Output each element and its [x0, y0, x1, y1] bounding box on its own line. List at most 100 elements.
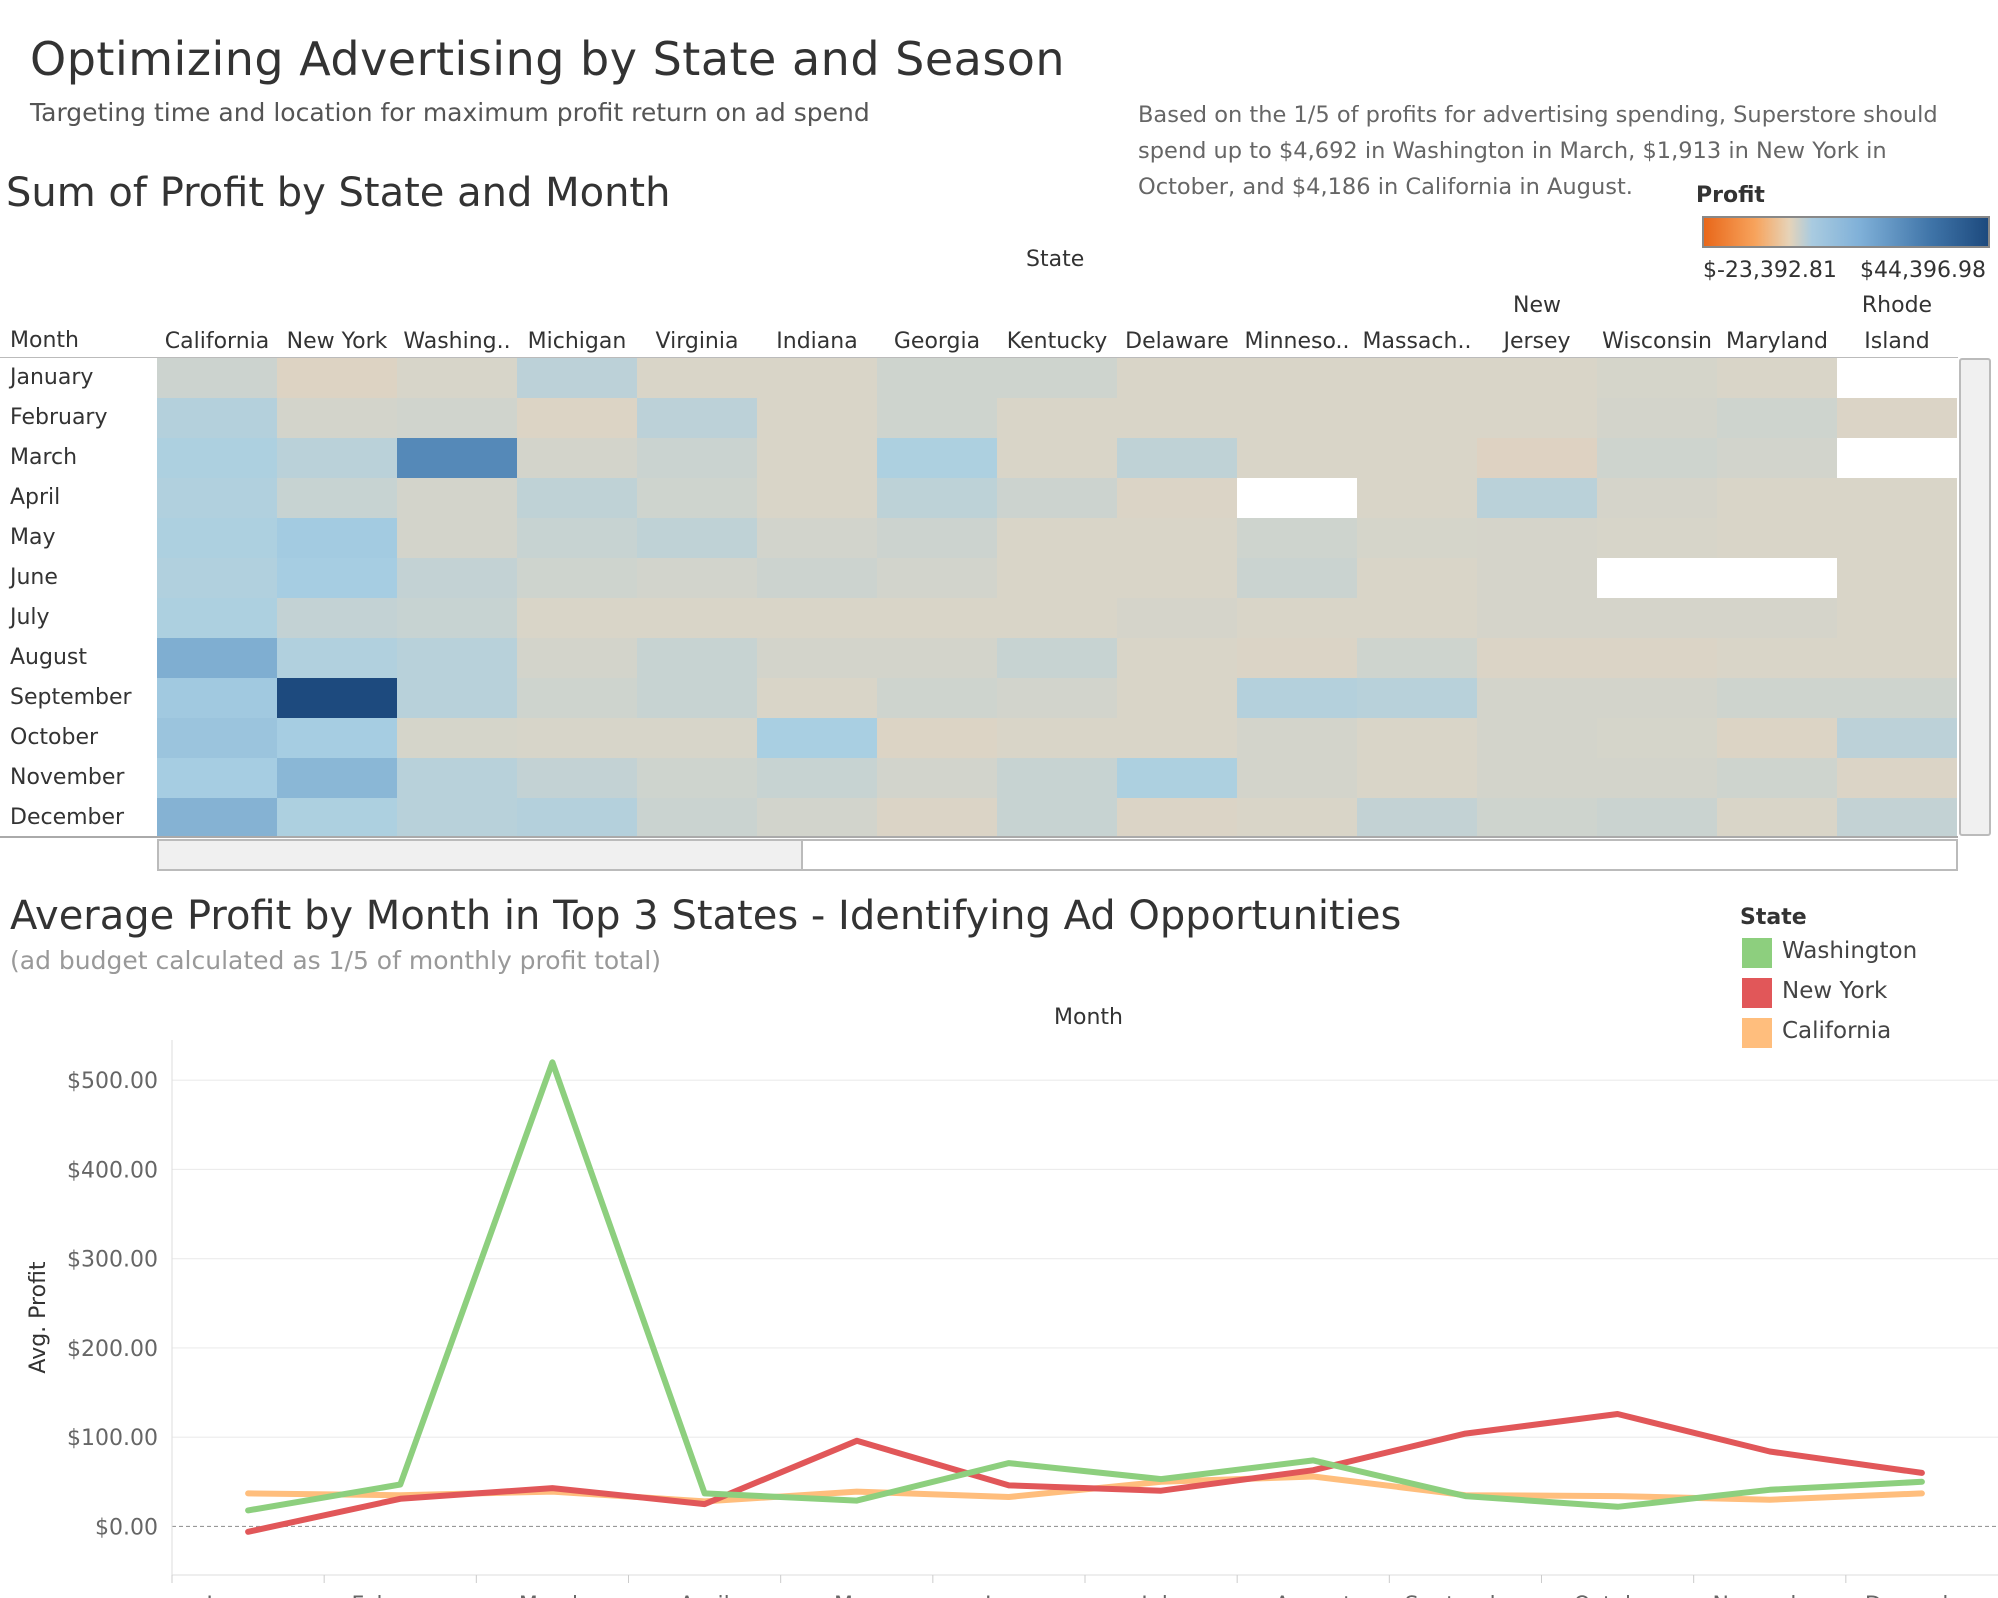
heatmap-cell[interactable]: [397, 518, 517, 558]
heatmap-cell[interactable]: [1597, 758, 1717, 798]
heatmap-row-label[interactable]: November: [10, 765, 125, 790]
heatmap-column-label[interactable]: Minneso..: [1244, 329, 1350, 354]
heatmap-cell[interactable]: [277, 598, 397, 638]
heatmap-cell[interactable]: [877, 758, 997, 798]
heatmap-cell[interactable]: [1117, 598, 1237, 638]
heatmap-cell[interactable]: [997, 598, 1117, 638]
heatmap-row-label[interactable]: September: [10, 685, 132, 710]
heatmap-cell[interactable]: [277, 398, 397, 438]
heatmap-cell[interactable]: [1717, 638, 1837, 678]
heatmap-cell[interactable]: [1477, 798, 1597, 836]
heatmap-cell[interactable]: [1357, 598, 1477, 638]
heatmap-cell[interactable]: [757, 798, 877, 836]
heatmap-cell[interactable]: [877, 718, 997, 758]
heatmap-cell[interactable]: [1477, 518, 1597, 558]
heatmap-cell[interactable]: [157, 798, 277, 836]
heatmap-row-label[interactable]: July: [10, 605, 50, 630]
heatmap-cell[interactable]: [1477, 718, 1597, 758]
heatmap-cell[interactable]: [1477, 558, 1597, 598]
heatmap-cell[interactable]: [877, 638, 997, 678]
heatmap-cell[interactable]: [1357, 718, 1477, 758]
heatmap-cell[interactable]: [1597, 558, 1717, 598]
heatmap-cell[interactable]: [877, 598, 997, 638]
heatmap-cell[interactable]: [757, 678, 877, 718]
heatmap-cell[interactable]: [637, 518, 757, 558]
heatmap-cell[interactable]: [1117, 398, 1237, 438]
heatmap-cell[interactable]: [1357, 678, 1477, 718]
heatmap-cell[interactable]: [1477, 438, 1597, 478]
heatmap-cell[interactable]: [1117, 758, 1237, 798]
heatmap-cell[interactable]: [1357, 638, 1477, 678]
heatmap-cell[interactable]: [1477, 598, 1597, 638]
heatmap-cell[interactable]: [1117, 718, 1237, 758]
heatmap-cell[interactable]: [277, 558, 397, 598]
heatmap-cell[interactable]: [397, 438, 517, 478]
heatmap-cell[interactable]: [397, 638, 517, 678]
heatmap-row-label[interactable]: October: [10, 725, 99, 750]
heatmap-cell[interactable]: [277, 758, 397, 798]
heatmap-column-label[interactable]: Washing..: [403, 329, 511, 354]
heatmap-cell[interactable]: [637, 398, 757, 438]
heatmap-cell[interactable]: [1597, 678, 1717, 718]
heatmap-cell[interactable]: [997, 558, 1117, 598]
heatmap-cell[interactable]: [1597, 798, 1717, 836]
heatmap-vertical-scrollbar[interactable]: [1959, 358, 1991, 836]
heatmap-column-label[interactable]: Virginia: [655, 329, 739, 354]
series-line-washington[interactable]: [245, 1059, 1925, 1514]
heatmap-cell[interactable]: [157, 678, 277, 718]
heatmap-cell[interactable]: [877, 478, 997, 518]
heatmap-cell[interactable]: [1717, 558, 1837, 598]
heatmap-cell[interactable]: [1717, 478, 1837, 518]
heatmap-cell[interactable]: [517, 558, 637, 598]
heatmap-cell[interactable]: [1597, 398, 1717, 438]
heatmap-cell[interactable]: [997, 478, 1117, 518]
heatmap-cell[interactable]: [1717, 398, 1837, 438]
heatmap-cell[interactable]: [1117, 358, 1237, 398]
heatmap-cell[interactable]: [1237, 478, 1357, 518]
heatmap-cell[interactable]: [517, 478, 637, 518]
heatmap-column-label[interactable]: Wisconsin: [1602, 329, 1712, 354]
heatmap-cell[interactable]: [1357, 358, 1477, 398]
heatmap-row-label[interactable]: April: [10, 485, 61, 510]
line-chart[interactable]: $0.00 $100.00 $200.00 $300.00 $400.00 $500.00…: [0, 1020, 1998, 1598]
heatmap-cell[interactable]: [1717, 758, 1837, 798]
heatmap-cell[interactable]: [1117, 638, 1237, 678]
heatmap-cell[interactable]: [637, 638, 757, 678]
heatmap-cell[interactable]: [877, 438, 997, 478]
heatmap-cell[interactable]: [1477, 758, 1597, 798]
heatmap-cell[interactable]: [517, 638, 637, 678]
heatmap-cell[interactable]: [1717, 798, 1837, 836]
heatmap-cell[interactable]: [637, 598, 757, 638]
heatmap-cell[interactable]: [877, 398, 997, 438]
heatmap-cell[interactable]: [1597, 438, 1717, 478]
heatmap-cell[interactable]: [1837, 718, 1957, 758]
heatmap-cell[interactable]: [397, 598, 517, 638]
heatmap-column-label[interactable]: New Jersey: [1503, 293, 1571, 354]
heatmap-cell[interactable]: [1597, 518, 1717, 558]
heatmap-cell[interactable]: [877, 678, 997, 718]
heatmap-cell[interactable]: [637, 358, 757, 398]
heatmap-cell[interactable]: [637, 718, 757, 758]
heatmap-cell[interactable]: [637, 558, 757, 598]
heatmap-cell[interactable]: [1237, 398, 1357, 438]
heatmap-cell[interactable]: [757, 638, 877, 678]
heatmap-cell[interactable]: [1117, 518, 1237, 558]
heatmap-cell[interactable]: [637, 798, 757, 836]
heatmap-cell[interactable]: [1237, 758, 1357, 798]
series-line-new-york[interactable]: [245, 1411, 1925, 1535]
heatmap-cell[interactable]: [277, 518, 397, 558]
heatmap-cell[interactable]: [1717, 678, 1837, 718]
heatmap-row-label[interactable]: March: [10, 445, 78, 470]
heatmap-cell[interactable]: [1477, 398, 1597, 438]
profit-color-legend[interactable]: [1702, 216, 1990, 248]
heatmap-cell[interactable]: [1717, 598, 1837, 638]
heatmap-cell[interactable]: [1357, 798, 1477, 836]
heatmap-cell[interactable]: [1837, 678, 1957, 718]
heatmap-cell[interactable]: [1357, 558, 1477, 598]
heatmap-cell[interactable]: [157, 638, 277, 678]
heatmap-grid[interactable]: [0, 358, 1958, 836]
heatmap-cell[interactable]: [1837, 638, 1957, 678]
heatmap-cell[interactable]: [757, 758, 877, 798]
heatmap-cell[interactable]: [277, 718, 397, 758]
heatmap-cell[interactable]: [1237, 438, 1357, 478]
